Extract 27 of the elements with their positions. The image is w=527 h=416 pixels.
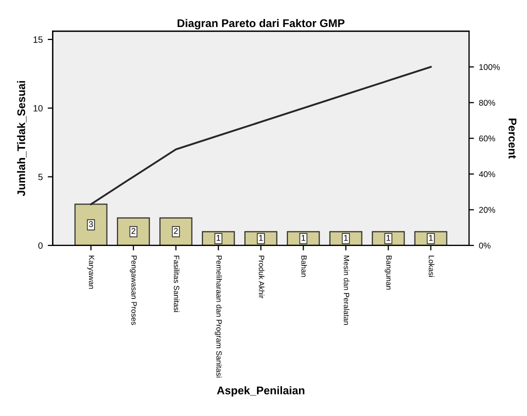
y2-tick-label: 20%	[479, 206, 496, 213]
bar	[159, 217, 192, 246]
data-label: 1	[216, 234, 220, 241]
data-label: 1	[302, 234, 306, 241]
y-axis-title: Jumlah_Tidak_Sesuai	[17, 81, 26, 196]
data-label: 1	[344, 234, 348, 241]
data-label: 1	[386, 234, 390, 241]
data-label: 3	[88, 221, 93, 228]
y-tick-label: 15	[34, 36, 43, 43]
x-axis-title: Aspek_Penilaian	[216, 386, 304, 397]
y2-tick-label: 80%	[479, 100, 496, 106]
y2-tick-label: 100%	[479, 64, 500, 70]
bar	[74, 204, 108, 246]
data-label: 2	[132, 228, 136, 234]
data-label: 2	[174, 228, 178, 234]
y2-tick-label: 0%	[479, 242, 490, 249]
chart-title: Diagran Pareto dari Faktor GMP	[178, 18, 344, 30]
data-label: 1	[429, 234, 433, 241]
y2-tick-label: 40%	[478, 171, 496, 178]
y2-axis-title: Percent	[508, 118, 516, 159]
y-tick-label: 5	[38, 174, 43, 180]
y-tick-label: 0	[38, 242, 43, 249]
y-tick-label: 10	[34, 105, 43, 112]
data-label: 1	[259, 234, 263, 241]
y2-tick-label: 60%	[479, 136, 496, 142]
bar	[116, 217, 150, 246]
line-series	[90, 66, 432, 206]
